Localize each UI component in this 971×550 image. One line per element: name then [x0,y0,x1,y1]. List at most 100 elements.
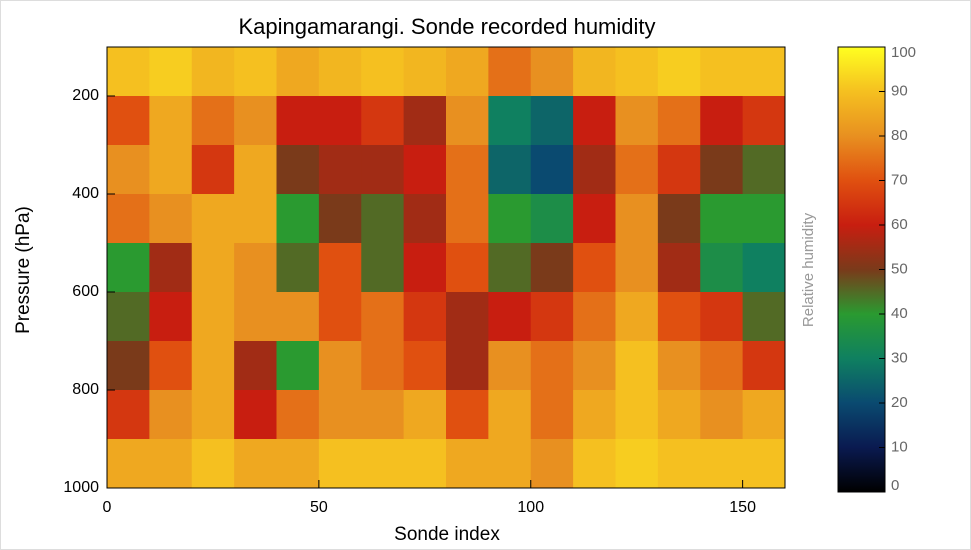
colorbar-tick-label: 20 [891,394,908,411]
heat-cell [742,96,786,146]
heat-cell [615,292,659,342]
heat-cell [615,390,659,440]
plot-frame [106,46,786,489]
heat-cell [234,439,277,489]
heat-cell [149,292,193,342]
colorbar-tick-label: 50 [891,260,908,277]
heat-cell [657,47,701,97]
heat-cell [530,439,574,489]
x-tick-label: 50 [310,499,328,516]
heat-cell [700,292,744,342]
heat-cell [446,292,489,342]
heat-cell [149,439,193,489]
heat-cell [615,96,659,146]
x-axis-label: Sonde index [394,524,500,545]
heat-cell [657,341,701,391]
heat-cell [488,243,532,293]
heat-cell [318,96,362,146]
heat-cell [615,47,659,97]
heat-cell [573,390,616,440]
heat-cell [107,439,150,489]
heat-cell [573,439,616,489]
heat-cell [403,439,447,489]
heat-cell [615,243,659,293]
heat-cell [191,341,235,391]
heat-cell [318,341,362,391]
heat-cell [700,439,744,489]
heat-cell [742,47,786,97]
heat-cell [446,47,489,97]
heat-cell [107,96,150,146]
heat-cell [530,145,574,195]
heat-cell [573,47,616,97]
heat-cell [657,439,701,489]
heat-cell [700,341,744,391]
heat-cell [700,96,744,146]
heat-cell [191,96,235,146]
colorbar-tick-label: 10 [891,438,908,455]
heat-cell [191,439,235,489]
heat-cell [234,47,277,97]
heat-cell [403,47,447,97]
colorbar-tick-label: 30 [891,349,908,366]
heat-cell [615,145,659,195]
heat-cell [488,96,532,146]
heat-cell [403,194,447,244]
colorbar-tick-label: 90 [891,82,908,99]
heat-cell [488,47,532,97]
heat-cell [107,243,150,293]
heat-cell [361,194,405,244]
colorbar-tick-label: 80 [891,127,908,144]
heat-cell [573,341,616,391]
heat-cell [107,390,150,440]
heat-cell [318,47,362,97]
heat-cell [149,145,193,195]
heat-cell [573,194,616,244]
heat-cell [276,145,320,195]
heat-cell [530,47,574,97]
heat-cell [530,194,574,244]
heat-cell [107,292,150,342]
heat-cell [403,96,447,146]
heat-cell [234,292,277,342]
heat-cell [149,390,193,440]
colorbar [837,46,886,493]
heat-cell [276,96,320,146]
heat-cell [657,390,701,440]
y-tick-label: 800 [72,381,99,398]
heat-cell [573,96,616,146]
heat-cell [446,96,489,146]
heat-cell [446,194,489,244]
heat-cell [149,341,193,391]
heat-cell [657,194,701,244]
y-tick-label: 200 [72,87,99,104]
chart-title: Kapingamarangi. Sonde recorded humidity [238,14,655,39]
y-axis-label: Pressure (hPa) [13,206,34,334]
heat-cell [488,145,532,195]
heat-cell [361,292,405,342]
heat-cell [276,292,320,342]
y-tick-label: 400 [72,185,99,202]
heat-cell [191,243,235,293]
colorbar-tick-label: 70 [891,171,908,188]
heat-cell [530,243,574,293]
heat-cell [107,341,150,391]
heat-cell [446,145,489,195]
heat-cell [488,390,532,440]
heat-cell [318,145,362,195]
heat-cell [700,145,744,195]
colorbar-tick-label: 60 [891,216,908,233]
colorbar-tick-label: 40 [891,305,908,322]
heat-cell [107,194,150,244]
heat-cell [573,145,616,195]
colorbar-tick-label: 100 [891,44,916,61]
heat-cell [530,341,574,391]
heat-cell [191,194,235,244]
heat-cell [446,390,489,440]
heat-cell [488,341,532,391]
y-tick-label: 600 [72,283,99,300]
heat-cell [361,96,405,146]
heat-cell [657,145,701,195]
heat-cell [361,243,405,293]
heat-cell [149,194,193,244]
